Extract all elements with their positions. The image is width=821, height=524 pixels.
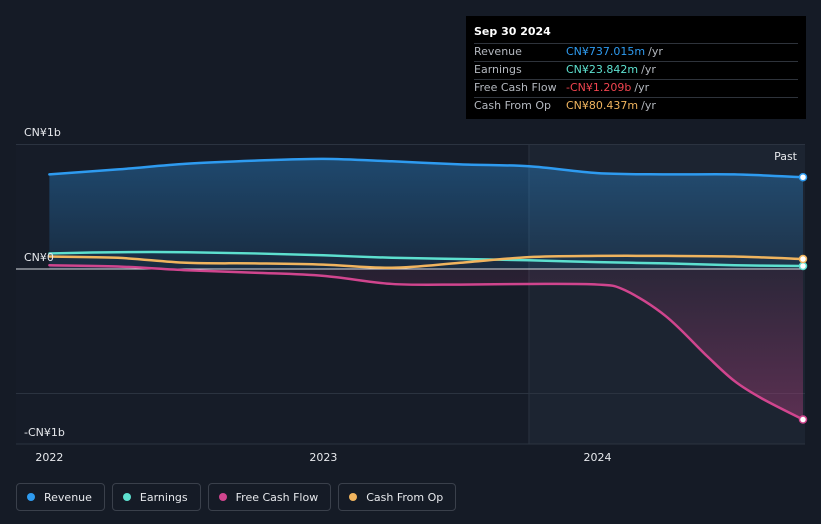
earnings-end-point xyxy=(798,261,808,271)
legend-item-cash-from-op[interactable]: Cash From Op xyxy=(338,483,457,511)
free-cash-flow-line xyxy=(48,264,805,421)
tooltip-unit: /yr xyxy=(634,81,650,94)
legend-item-earnings[interactable]: Earnings xyxy=(111,483,201,511)
series-areas xyxy=(49,158,803,420)
cash-from-op-end-point xyxy=(798,254,808,264)
tooltip-value: CN¥23.842m xyxy=(566,63,639,76)
free-cash-flow-dot-icon xyxy=(218,493,227,501)
revenue-line xyxy=(48,157,805,179)
chart-legend: Revenue Earnings Free Cash Flow Cash Fro… xyxy=(16,483,457,511)
tooltip: Sep 30 2024 Revenue CN¥737.015m /yr Earn… xyxy=(466,16,806,119)
tooltip-unit: /yr xyxy=(641,99,656,112)
y-axis-labels: CN¥1b CN¥0 -CN¥1b xyxy=(24,126,65,439)
tooltip-value: CN¥737.015m xyxy=(566,45,646,58)
tooltip-row-cash-from-op: Cash From Op CN¥80.437m /yr xyxy=(474,97,798,115)
tooltip-label: Free Cash Flow xyxy=(474,81,557,94)
tooltip-date: Sep 30 2024 xyxy=(474,25,551,38)
earnings-dot-icon xyxy=(122,493,131,501)
legend-label: Cash From Op xyxy=(366,490,444,504)
free-cash-flow-area xyxy=(49,265,803,420)
tooltip-unit: /yr xyxy=(641,63,656,76)
series-end-points xyxy=(798,172,808,424)
tooltip-row-earnings: Earnings CN¥23.842m /yr xyxy=(474,61,798,79)
free-cash-flow-end-point xyxy=(798,415,808,424)
revenue-area xyxy=(49,158,803,269)
legend-label: Free Cash Flow xyxy=(235,490,319,504)
y-tick-label: CN¥0 xyxy=(24,251,54,264)
cash-from-op-dot-icon xyxy=(349,493,358,501)
tooltip-label: Earnings xyxy=(474,63,522,76)
y-tick-label: -CN¥1b xyxy=(24,426,65,439)
series-lines xyxy=(48,157,805,421)
x-tick-label: 2023 xyxy=(309,451,337,464)
tooltip-row-free-cash-flow: Free Cash Flow -CN¥1.209b /yr xyxy=(474,79,798,97)
tooltip-row-revenue: Revenue CN¥737.015m /yr xyxy=(474,43,798,61)
y-tick-label: CN¥1b xyxy=(24,126,61,139)
legend-item-revenue[interactable]: Revenue xyxy=(16,483,105,511)
x-tick-label: 2024 xyxy=(583,451,611,464)
legend-item-free-cash-flow[interactable]: Free Cash Flow xyxy=(207,483,332,511)
earnings-line xyxy=(48,250,805,268)
legend-label: Earnings xyxy=(139,490,188,504)
tooltip-label: Revenue xyxy=(474,45,522,58)
revenue-dot-icon xyxy=(27,493,35,501)
tooltip-value: -CN¥1.209b xyxy=(566,81,632,94)
x-axis-labels: 2022 2023 2024 xyxy=(35,451,611,464)
cash-from-op-line xyxy=(48,254,805,270)
past-label: Past xyxy=(774,150,798,163)
revenue-end-point xyxy=(798,172,808,182)
tooltip-unit: /yr xyxy=(648,45,663,58)
grid-lines xyxy=(16,144,805,445)
tooltip-label: Cash From Op xyxy=(474,99,552,112)
x-tick-label: 2022 xyxy=(35,451,63,464)
legend-label: Revenue xyxy=(44,490,92,504)
tooltip-value: CN¥80.437m xyxy=(566,99,639,112)
